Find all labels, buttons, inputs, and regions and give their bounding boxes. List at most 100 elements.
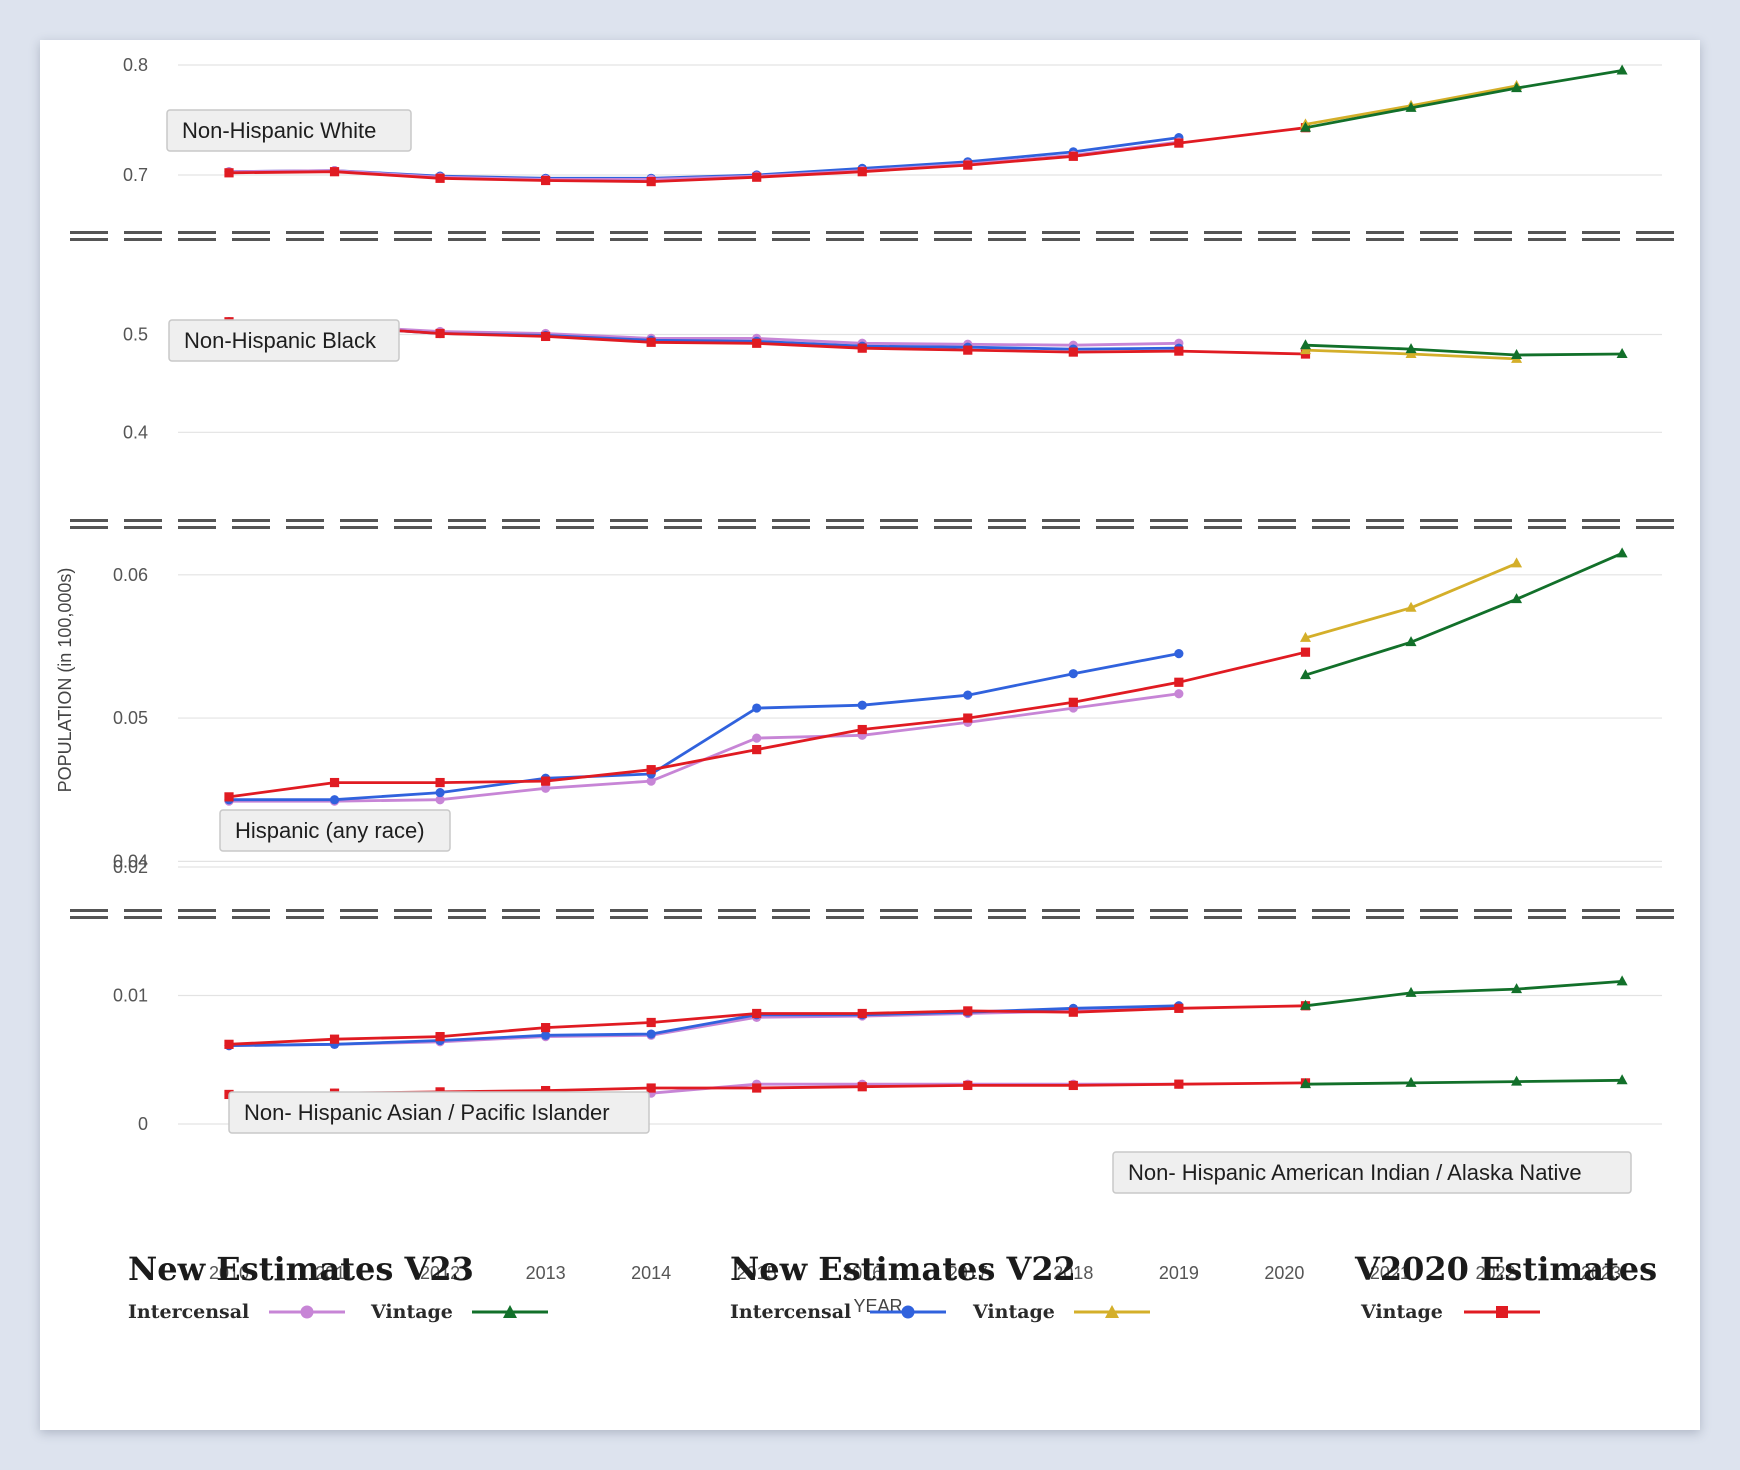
legend-label-v23-vintage: Vintage — [371, 1301, 453, 1323]
data-point-hispanic-v22_intercensal — [435, 787, 445, 798]
data-point-black-v2020_vintage — [646, 337, 656, 347]
x-tick-label: 2014 — [631, 1263, 671, 1283]
data-point-hispanic-v2020_vintage — [963, 713, 973, 723]
data-point-asian-v2020_vintage — [435, 1032, 445, 1042]
grid-layer: 0.8 0.7 0.5 0.4 0.06 0.05 0.040.02 0.01 0 — [113, 55, 1662, 1134]
x-tick-label: 2016 — [842, 1263, 882, 1283]
data-point-white-v2020_vintage — [963, 160, 973, 170]
data-point-asian-v2020_vintage — [857, 1008, 867, 1019]
panel-label-box — [228, 1091, 650, 1134]
axis-break-1 — [70, 519, 1674, 529]
y-tick-label: 0 — [138, 1114, 148, 1134]
legend-swatch-v2020-vintage — [1464, 1306, 1540, 1318]
data-point-aian-v23_vintage — [1616, 1074, 1628, 1085]
series-line-hispanic-v22_intercensal — [229, 652, 1180, 802]
data-point-white-v23_vintage — [1405, 101, 1417, 112]
panel-label-text: Non- Hispanic Asian / Pacific Islander — [244, 1100, 610, 1125]
series-line-asian-v2020_vintage — [228, 1004, 1306, 1046]
y-tick-label: 0.04 — [113, 851, 148, 871]
data-point-aian-v23_vintage — [1299, 1078, 1311, 1089]
data-point-black-v2020_vintage — [1068, 347, 1078, 357]
data-point-black-v2020_vintage — [1174, 346, 1184, 356]
population-chart: 0.8 0.7 0.5 0.4 0.06 0.05 0.040.02 0.01 0 Non-Hi… — [55, 55, 1674, 1316]
panel-label-text: Non-Hispanic Black — [184, 328, 377, 353]
data-point-hispanic-v23_vintage — [1511, 593, 1523, 604]
panel-label-box — [168, 319, 400, 362]
series-line-white-v23_vintage — [1305, 69, 1623, 130]
data-point-aian-v2020_vintage — [646, 1083, 656, 1093]
panel-label-layer: Non-Hispanic White Non-Hispanic Black Hisp… — [166, 109, 1632, 1194]
data-point-white-v23_vintage — [1299, 121, 1311, 132]
x-tick-label: 2013 — [526, 1263, 566, 1283]
legend-label-v23-intercensal: Intercensal — [128, 1301, 250, 1323]
data-point-hispanic-v22_vintage — [1405, 601, 1417, 612]
data-point-aian-v2020_vintage — [1068, 1080, 1078, 1091]
x-tick-label: 2022 — [1475, 1263, 1515, 1283]
panel-label-text: Non-Hispanic White — [182, 118, 376, 143]
x-tick-label: 2023 — [1581, 1263, 1621, 1283]
legend-label-v22-vintage: Vintage — [973, 1301, 1055, 1323]
series-line-hispanic-v23_vintage — [1305, 552, 1623, 677]
data-point-asian-v23_vintage — [1299, 999, 1311, 1010]
y-tick-label: 0.5 — [123, 324, 148, 344]
data-point-hispanic-v2020_vintage — [1300, 647, 1311, 657]
x-tick-labels: 2010 2011 2012 2013 2014 2015 2016 2017 2018 2019… — [209, 1263, 1621, 1283]
panel-label-white: Non-Hispanic White — [166, 109, 412, 152]
legend-label-v2020-vintage: Vintage — [1361, 1301, 1443, 1323]
y-tick-label: 0.02 — [113, 857, 148, 877]
data-point-white-v2020_vintage — [435, 173, 445, 183]
data-point-white-v2020_vintage — [1068, 151, 1078, 161]
data-point-hispanic-v2020_vintage — [329, 777, 340, 788]
panel-label-text: Non- Hispanic American Indian / Alaska N… — [1128, 1160, 1582, 1185]
series-layer — [224, 64, 1628, 1100]
y-tick-label: 0.01 — [113, 985, 148, 1005]
data-point-black-v2020_vintage — [541, 331, 551, 342]
axis-break-layer — [70, 231, 1674, 919]
x-tick-label: 2018 — [1053, 1263, 1093, 1283]
series-line-hispanic-v2020_vintage — [228, 650, 1306, 799]
data-point-white-v2020_vintage — [224, 168, 234, 178]
data-point-white-v2020_vintage — [646, 177, 656, 187]
panel-label-text: Hispanic (any race) — [235, 818, 425, 843]
data-point-asian-v2020_vintage — [752, 1008, 762, 1019]
data-point-aian-v2020_vintage — [1174, 1079, 1184, 1089]
panel-label-box — [219, 809, 451, 852]
data-point-hispanic-v2020_vintage — [541, 776, 551, 786]
data-point-white-v2020_vintage — [329, 167, 340, 177]
data-point-hispanic-v23_intercensal — [541, 783, 551, 793]
y-axis-title: POPULATION (in 100,000s) — [55, 568, 75, 793]
x-tick-label: 2021 — [1370, 1263, 1410, 1283]
legend-title-v23: New Estimates V23 — [128, 1250, 474, 1288]
data-point-asian-v22_intercensal — [541, 1030, 551, 1040]
data-point-hispanic-v23_vintage — [1405, 636, 1417, 647]
data-point-hispanic-v23_vintage — [1616, 547, 1628, 558]
panel-label-box — [166, 109, 412, 152]
axis-break-2 — [70, 909, 1674, 919]
legend-swatch-v23-vintage — [472, 1305, 548, 1318]
data-point-asian-v2020_vintage — [963, 1006, 973, 1016]
panel-label-aian: Non- Hispanic American Indian / Alaska N… — [1112, 1151, 1632, 1194]
data-point-white-v23_vintage — [1616, 64, 1628, 75]
data-point-black-v23_vintage — [1299, 339, 1311, 350]
data-point-hispanic-v23_intercensal — [1174, 689, 1184, 699]
y-tick-label: 0.4 — [123, 422, 148, 442]
series-line-asian-v23_vintage — [1305, 980, 1623, 1008]
data-point-white-v2020_vintage — [752, 172, 762, 182]
data-point-asian-v2020_vintage — [541, 1023, 551, 1033]
data-point-white-v2020_vintage — [541, 175, 551, 186]
data-point-white-v2020_vintage — [857, 167, 867, 177]
series-line-black-v23_vintage — [1305, 343, 1623, 357]
data-point-aian-v23_vintage — [1405, 1076, 1417, 1087]
legend-title-v22: New Estimates V22 — [730, 1250, 1076, 1288]
data-point-aian-v2020_vintage — [541, 1085, 551, 1096]
x-tick-label: 2011 — [315, 1263, 354, 1283]
x-tick-label: 2015 — [737, 1263, 777, 1283]
x-tick-label: 2019 — [1159, 1263, 1199, 1283]
x-tick-label: 2012 — [420, 1263, 460, 1283]
data-point-aian-v2020_vintage — [963, 1080, 973, 1091]
legend-swatch-v23-intercensal — [269, 1305, 345, 1319]
data-point-hispanic-v2020_vintage — [224, 792, 234, 802]
y-tick-label: 0.8 — [123, 55, 148, 75]
data-point-white-v23_vintage — [1511, 82, 1523, 93]
data-point-black-v23_vintage — [1405, 343, 1417, 354]
